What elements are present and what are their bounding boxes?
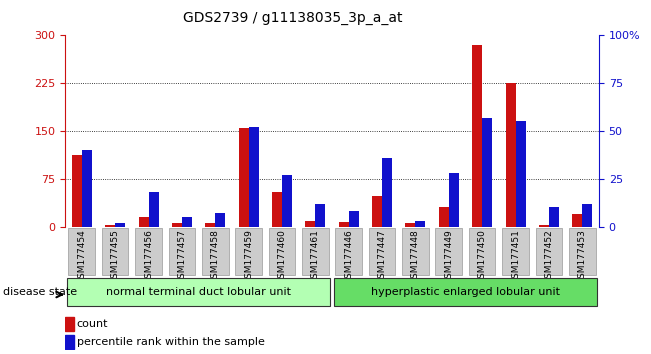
Text: GSM177452: GSM177452 bbox=[544, 229, 553, 284]
Text: GSM177447: GSM177447 bbox=[378, 229, 387, 284]
Bar bbox=[449, 173, 459, 227]
Bar bbox=[415, 221, 426, 227]
Text: count: count bbox=[77, 319, 108, 329]
Bar bbox=[115, 223, 125, 227]
FancyBboxPatch shape bbox=[269, 228, 296, 275]
Bar bbox=[65, 317, 74, 331]
Bar bbox=[382, 158, 392, 227]
Bar bbox=[439, 207, 449, 227]
FancyBboxPatch shape bbox=[169, 228, 195, 275]
FancyBboxPatch shape bbox=[135, 228, 162, 275]
Text: GSM177454: GSM177454 bbox=[77, 229, 87, 284]
Text: GSM177449: GSM177449 bbox=[444, 229, 453, 284]
Bar bbox=[172, 223, 182, 227]
FancyBboxPatch shape bbox=[502, 228, 529, 275]
Text: GSM177446: GSM177446 bbox=[344, 229, 353, 284]
Bar bbox=[482, 118, 492, 227]
Bar bbox=[572, 214, 582, 227]
FancyBboxPatch shape bbox=[68, 228, 95, 275]
Text: GSM177455: GSM177455 bbox=[111, 229, 120, 284]
Bar bbox=[539, 225, 549, 227]
Bar bbox=[182, 217, 192, 227]
Bar bbox=[249, 127, 258, 227]
Bar bbox=[472, 45, 482, 227]
Bar bbox=[215, 213, 225, 227]
Text: GSM177458: GSM177458 bbox=[211, 229, 220, 284]
Text: GSM177457: GSM177457 bbox=[177, 229, 186, 284]
FancyBboxPatch shape bbox=[102, 228, 128, 275]
Bar bbox=[139, 217, 148, 227]
Text: hyperplastic enlarged lobular unit: hyperplastic enlarged lobular unit bbox=[371, 287, 560, 297]
Text: GSM177459: GSM177459 bbox=[244, 229, 253, 284]
Bar bbox=[148, 192, 159, 227]
FancyBboxPatch shape bbox=[334, 278, 597, 306]
Text: percentile rank within the sample: percentile rank within the sample bbox=[77, 337, 265, 347]
Bar bbox=[305, 222, 315, 227]
Bar bbox=[406, 223, 415, 227]
Bar bbox=[339, 222, 349, 227]
Text: GDS2739 / g11138035_3p_a_at: GDS2739 / g11138035_3p_a_at bbox=[183, 11, 403, 25]
Bar bbox=[82, 150, 92, 227]
Bar bbox=[105, 225, 115, 227]
FancyBboxPatch shape bbox=[536, 228, 562, 275]
Bar bbox=[582, 204, 592, 227]
Text: GSM177453: GSM177453 bbox=[577, 229, 587, 284]
Text: GSM177451: GSM177451 bbox=[511, 229, 520, 284]
FancyBboxPatch shape bbox=[335, 228, 362, 275]
FancyBboxPatch shape bbox=[67, 278, 330, 306]
FancyBboxPatch shape bbox=[436, 228, 462, 275]
Bar bbox=[349, 211, 359, 227]
Text: GSM177461: GSM177461 bbox=[311, 229, 320, 284]
Bar bbox=[65, 335, 74, 349]
FancyBboxPatch shape bbox=[202, 228, 229, 275]
FancyBboxPatch shape bbox=[235, 228, 262, 275]
Bar bbox=[505, 83, 516, 227]
Bar bbox=[516, 121, 525, 227]
FancyBboxPatch shape bbox=[569, 228, 596, 275]
Bar bbox=[72, 155, 82, 227]
Bar bbox=[372, 196, 382, 227]
Bar bbox=[315, 204, 326, 227]
Text: GSM177450: GSM177450 bbox=[478, 229, 487, 284]
Text: GSM177460: GSM177460 bbox=[277, 229, 286, 284]
Bar bbox=[238, 128, 249, 227]
FancyBboxPatch shape bbox=[302, 228, 329, 275]
Text: GSM177448: GSM177448 bbox=[411, 229, 420, 284]
Bar bbox=[205, 223, 215, 227]
Bar bbox=[282, 175, 292, 227]
FancyBboxPatch shape bbox=[368, 228, 395, 275]
Bar bbox=[549, 207, 559, 227]
FancyBboxPatch shape bbox=[469, 228, 495, 275]
FancyBboxPatch shape bbox=[402, 228, 429, 275]
Text: disease state: disease state bbox=[3, 287, 77, 297]
Bar bbox=[272, 192, 282, 227]
Text: normal terminal duct lobular unit: normal terminal duct lobular unit bbox=[106, 287, 291, 297]
Text: GSM177456: GSM177456 bbox=[144, 229, 153, 284]
